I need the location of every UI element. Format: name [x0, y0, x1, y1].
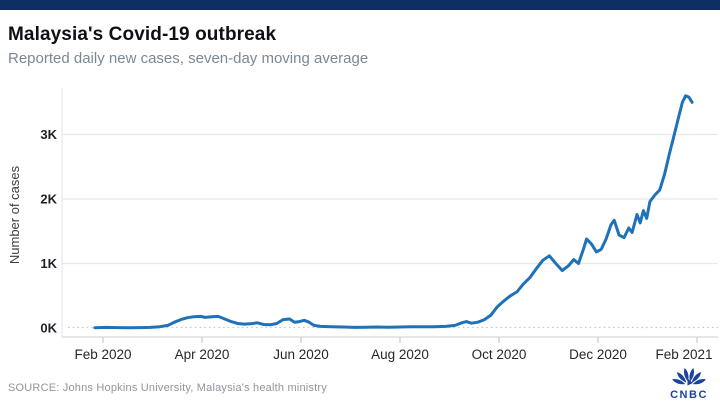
y-tick-label: 2K [40, 192, 57, 207]
x-tick-label: Dec 2020 [569, 347, 627, 362]
x-tick-label: Apr 2020 [175, 347, 230, 362]
cnbc-logo: CNBC [666, 362, 712, 401]
series-line [93, 94, 694, 330]
source-note: SOURCE: Johns Hopkins University, Malays… [8, 382, 327, 394]
x-tick-label: Jun 2020 [273, 347, 329, 362]
x-tick-label: Aug 2020 [371, 347, 429, 362]
chart-title: Malaysia's Covid-19 outbreak [8, 24, 277, 45]
cnbc-logo-text: CNBC [670, 389, 708, 401]
axis-tick-labels: 0K 1K 2K 3K Feb 2020 Apr 2020 Jun 2020 Aug 2020… [40, 127, 712, 362]
x-tick-label: Feb 2020 [74, 347, 131, 362]
y-axis-title: Number of cases [7, 165, 22, 264]
y-tick-label: 1K [40, 256, 57, 271]
axes [61, 88, 718, 343]
cnbc-peacock-icon [672, 368, 706, 386]
chart-subtitle: Reported daily new cases, seven-day movi… [8, 50, 369, 67]
y-tick-label: 3K [40, 127, 57, 142]
y-tick-label: 0K [40, 321, 57, 336]
brand-top-bar [0, 0, 720, 10]
x-tick-label: Feb 2021 [655, 347, 712, 362]
x-tick-label: Oct 2020 [472, 347, 527, 362]
gridlines [62, 133, 718, 329]
